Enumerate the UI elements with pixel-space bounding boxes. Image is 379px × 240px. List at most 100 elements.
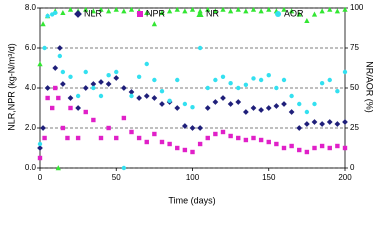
point [159,139,165,145]
point [121,8,127,14]
point [220,95,226,101]
point [274,141,279,147]
point [319,143,325,149]
point [274,85,279,91]
point [281,77,287,83]
point [251,135,256,141]
point [105,8,112,14]
point [68,105,73,111]
point [342,69,348,75]
point [220,74,226,80]
x-tick-label: 0 [38,173,43,182]
y2-tick-label: 75 [350,43,359,52]
point [265,105,272,111]
point [114,135,119,141]
point [319,81,325,86]
point [53,10,58,15]
point [243,109,249,115]
point [304,17,310,23]
point [167,141,172,147]
point [56,95,61,101]
point [121,85,127,91]
legend-text: AOR [284,8,304,18]
point [90,81,97,87]
point [251,76,256,81]
y2-tick-label: 100 [350,3,364,12]
legend-marker [196,10,204,17]
point [243,8,249,14]
y2-tick-label: 25 [350,123,359,132]
point [60,9,66,15]
point [296,11,302,17]
point [281,145,287,151]
point [212,8,219,14]
point [83,6,89,12]
point [57,53,63,59]
point [167,98,172,104]
point [136,95,142,101]
point [98,135,104,141]
point [129,129,134,135]
point [60,81,66,87]
point [166,8,173,14]
point [327,145,332,151]
point [297,101,302,107]
point [304,149,310,155]
point [296,125,303,131]
y-tick-label: 8.0 [25,3,37,12]
point [175,145,180,151]
point [319,8,325,14]
legend-text: NPR [146,8,166,18]
point [288,109,295,115]
point [75,105,81,111]
point [98,79,104,85]
point [50,105,55,111]
point [37,141,43,147]
point [335,89,340,94]
point [98,93,104,99]
point [235,6,241,12]
point [144,139,149,145]
point [311,119,318,125]
point [190,149,195,155]
point [174,105,181,111]
point [327,77,332,83]
point [326,119,333,125]
point [114,69,119,75]
point [37,155,43,161]
point [334,121,341,127]
point [335,143,340,149]
point [205,135,210,141]
x-tick-label: 50 [112,173,121,182]
point [250,105,257,111]
legend-marker [137,11,143,17]
point [258,8,264,14]
point [281,6,287,12]
point [342,119,348,125]
point [44,85,51,91]
point [327,6,333,12]
point [106,125,111,131]
point [258,77,264,83]
point [128,6,135,12]
point [40,21,46,27]
point [75,93,81,99]
point [236,135,241,141]
point [144,9,150,15]
x-tick-label: 100 [186,173,200,182]
point [42,135,47,141]
point [128,89,135,95]
point [266,73,271,78]
point [258,137,264,143]
point [204,105,211,111]
point [342,145,348,151]
point [75,135,81,141]
y2-tick-label: 0 [350,163,355,172]
point [182,101,188,107]
point [45,95,50,101]
point [40,125,46,131]
point [159,9,165,15]
point [113,6,119,12]
point [45,13,50,19]
point [67,95,74,101]
